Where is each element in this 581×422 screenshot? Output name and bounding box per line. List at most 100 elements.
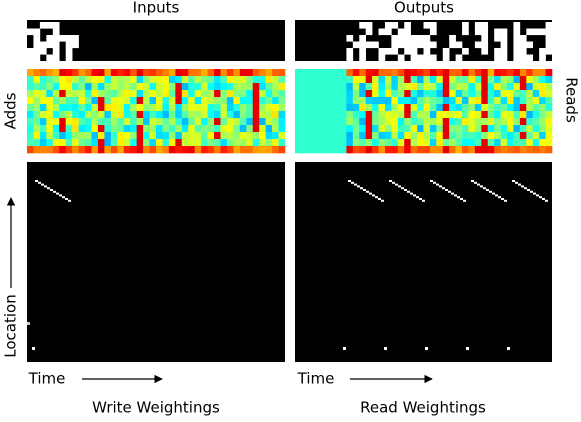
heat-cell — [162, 139, 170, 147]
heat-cell — [27, 139, 34, 147]
heat-cell — [404, 139, 411, 147]
weight-dot — [35, 180, 38, 182]
heat-cell — [252, 83, 260, 91]
heat-cell — [320, 139, 328, 147]
heat-cell — [226, 118, 234, 126]
heat-cell — [455, 76, 463, 84]
heat-cell — [365, 125, 373, 133]
heat-cell — [201, 139, 208, 147]
caption: Write Weightings — [92, 399, 220, 417]
heat-cell — [513, 104, 521, 112]
heat-cell — [391, 69, 399, 77]
heat-cell — [359, 118, 366, 126]
heat-cell — [481, 125, 489, 133]
weighting-map — [295, 162, 552, 362]
heat-cell — [265, 69, 273, 77]
heat-cell — [359, 111, 366, 119]
heat-cell — [423, 146, 431, 154]
heat-cell — [487, 125, 495, 133]
weight-dot — [533, 192, 536, 195]
heat-cell — [295, 90, 302, 98]
heat-cell — [494, 111, 501, 119]
heat-cell — [110, 83, 118, 91]
heat-cell — [378, 118, 386, 126]
bit — [46, 22, 54, 29]
heat-cell — [278, 125, 286, 133]
heat-cell — [320, 132, 328, 140]
heat-cell — [500, 125, 508, 133]
heat-cell — [59, 146, 66, 154]
bit — [462, 28, 469, 36]
heat-cell — [314, 97, 321, 105]
bit — [417, 54, 424, 62]
heat-cell — [97, 83, 105, 91]
heat-cell — [136, 132, 144, 140]
bit — [513, 28, 521, 36]
heat-cell — [97, 69, 105, 77]
heat-cell — [39, 83, 47, 91]
heat-cell — [33, 111, 41, 119]
heat-cell — [168, 76, 176, 84]
heat-cell — [156, 118, 163, 126]
heat-cell — [220, 146, 228, 154]
heat-cell — [162, 111, 170, 119]
heat-cell — [339, 118, 347, 126]
heat-cell — [455, 146, 463, 154]
heat-cell — [532, 104, 540, 112]
bit — [391, 22, 399, 29]
heat-cell — [123, 97, 131, 105]
heat-cell — [372, 69, 379, 77]
heat-cell — [352, 118, 360, 126]
heat-cell — [365, 97, 373, 105]
heat-cell — [104, 83, 112, 91]
heat-cell — [352, 69, 360, 77]
heat-cell — [110, 118, 118, 126]
heat-cell — [52, 125, 60, 133]
heat-cell — [513, 76, 521, 84]
heat-cell — [481, 146, 489, 154]
bit — [519, 48, 527, 55]
heat-cell — [91, 118, 99, 126]
heat-cell — [532, 83, 540, 91]
heat-cell — [333, 104, 341, 112]
heat-cell — [181, 76, 189, 84]
heat-cell — [78, 90, 86, 98]
heat-cell — [162, 90, 170, 98]
bit — [513, 41, 521, 49]
heat-cell — [104, 132, 112, 140]
heat-cell — [436, 111, 444, 119]
weight-dot — [27, 322, 30, 325]
heat-cell — [391, 132, 399, 140]
heat-cell — [65, 139, 73, 147]
heat-cell — [123, 146, 131, 154]
heat-cell — [539, 118, 546, 126]
heat-cell — [78, 111, 86, 119]
heat-cell — [352, 90, 360, 98]
weight-dot — [504, 199, 507, 202]
heat-cell — [85, 69, 92, 77]
heat-cell — [220, 97, 228, 105]
weight-dot — [524, 187, 527, 190]
heat-cell — [168, 104, 176, 112]
heat-cell — [104, 76, 112, 84]
heat-cell — [314, 125, 321, 133]
heat-cell — [65, 146, 73, 154]
heat-cell — [220, 125, 228, 133]
bit — [519, 54, 527, 62]
heat-cell — [333, 132, 341, 140]
heat-cell — [46, 132, 54, 140]
heat-cell — [91, 139, 99, 147]
heat-cell — [372, 111, 379, 119]
heat-cell — [487, 69, 495, 77]
bit — [384, 22, 392, 29]
heat-cell — [201, 146, 208, 154]
heat-cell — [162, 132, 170, 140]
heat-cell — [365, 90, 373, 98]
heat-cell — [39, 125, 47, 133]
heat-cell — [194, 97, 202, 105]
heat-cell — [52, 69, 60, 77]
heat-cell — [449, 125, 456, 133]
heat-cell — [46, 118, 54, 126]
heat-cell — [143, 69, 150, 77]
heat-cell — [346, 118, 354, 126]
